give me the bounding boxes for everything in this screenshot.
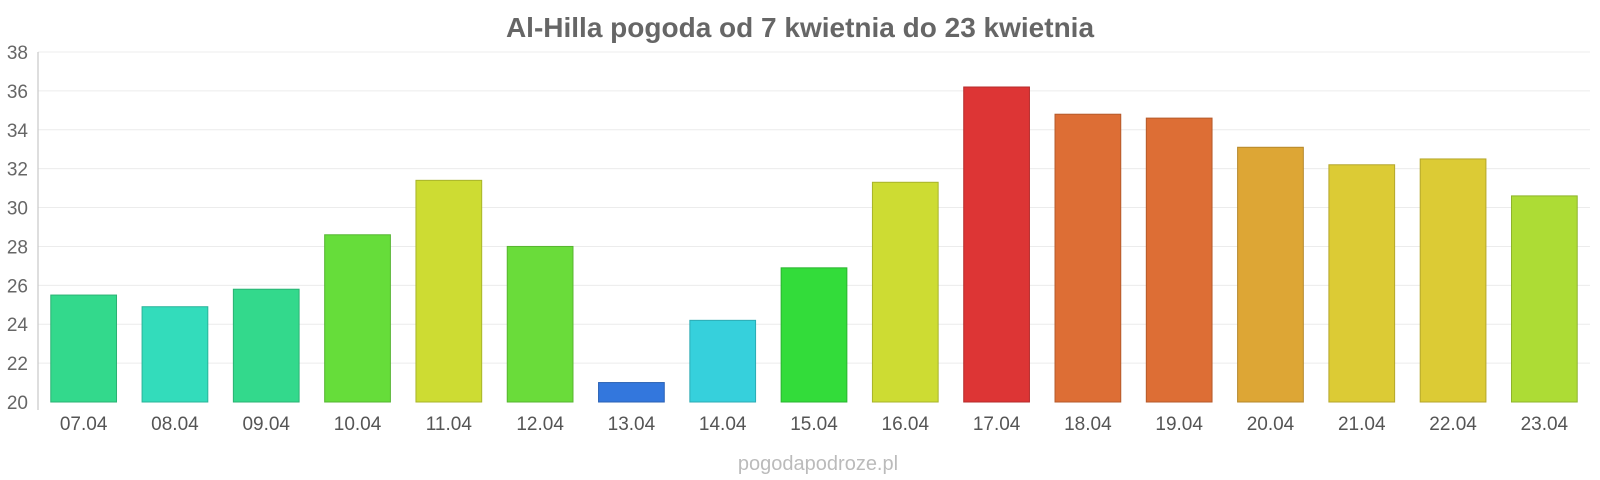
x-tick-label: 19.04 (1155, 414, 1203, 435)
bar-19.04 (1145, 117, 1213, 403)
y-tick-label: 32 (7, 160, 28, 181)
bar-07.04 (50, 294, 118, 403)
x-tick-label: 17.04 (973, 414, 1021, 435)
chart-title: Al-Hilla pogoda od 7 kwietnia do 23 kwie… (506, 12, 1095, 43)
x-tick-label: 11.04 (426, 414, 473, 435)
bar-22.04 (1419, 158, 1487, 403)
bar-20.04 (1237, 146, 1304, 403)
bar-14.04 (689, 319, 757, 403)
bar-15.04 (780, 267, 848, 403)
x-tick-label: 16.04 (882, 414, 930, 435)
x-tick-label: 22.04 (1429, 414, 1477, 435)
bar-10.04 (324, 234, 391, 403)
y-tick-label: 22 (7, 354, 28, 375)
watermark: pogodapodroze.pl (738, 453, 898, 475)
x-tick-label: 07.04 (60, 414, 108, 435)
x-tick-label: 08.04 (151, 414, 199, 435)
bar-23.04 (1510, 195, 1578, 403)
bar-11.04 (415, 179, 483, 403)
x-tick-label: 18.04 (1064, 414, 1112, 435)
bar-12.04 (506, 245, 574, 403)
bar-09.04 (232, 288, 300, 403)
y-tick-label: 34 (7, 121, 29, 142)
x-tick-label: 14.04 (699, 414, 747, 435)
x-tick-label: 12.04 (516, 414, 564, 435)
x-tick-label: 20.04 (1247, 414, 1295, 435)
y-tick-label: 30 (7, 199, 28, 220)
y-tick-label: 20 (7, 393, 28, 414)
x-tick-label: 13.04 (608, 414, 656, 435)
y-tick-label: 36 (7, 82, 28, 103)
x-axis-ticks: 07.04 08.04 09.04 10.04 11.04 12.04 13.04 14.04… (60, 414, 1569, 435)
y-tick-label: 24 (7, 315, 29, 336)
y-tick-label: 28 (7, 237, 28, 258)
bars (50, 86, 1578, 403)
bar-16.04 (871, 181, 939, 403)
bar-18.04 (1054, 113, 1122, 403)
y-axis-ticks: 20 22 24 26 28 30 32 34 36 38 (7, 43, 29, 414)
x-tick-label: 10.04 (334, 414, 382, 435)
bar-08.04 (141, 306, 209, 403)
x-tick-label: 23.04 (1521, 414, 1569, 435)
bar-17.04 (963, 86, 1030, 403)
bar-13.04 (598, 382, 665, 403)
x-tick-label: 15.04 (790, 414, 838, 435)
y-tick-label: 26 (7, 276, 28, 297)
x-tick-label: 09.04 (242, 414, 290, 435)
x-tick-label: 21.04 (1338, 414, 1386, 435)
y-tick-label: 38 (7, 43, 28, 64)
bar-21.04 (1328, 164, 1396, 403)
